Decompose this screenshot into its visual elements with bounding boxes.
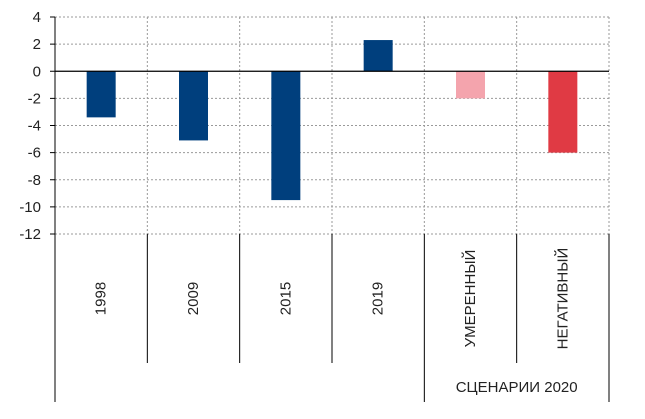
x-category-label: НЕГАТИВНЫЙ bbox=[553, 248, 571, 350]
bars bbox=[86, 40, 578, 201]
bar bbox=[456, 71, 485, 99]
x-category-label: 2019 bbox=[370, 282, 387, 315]
x-category-label: 1998 bbox=[93, 282, 110, 315]
group-label: СЦЕНАРИИ 2020 bbox=[456, 379, 578, 396]
y-tick-label: -6 bbox=[28, 145, 41, 162]
bar bbox=[548, 71, 578, 153]
y-tick-labels: 4 2 0 -2 -4 -6 -8 -10 -12 bbox=[19, 9, 41, 243]
bar bbox=[86, 71, 116, 118]
y-tick-label: 2 bbox=[33, 36, 41, 53]
y-tick-label: -10 bbox=[19, 199, 41, 216]
axes bbox=[50, 16, 610, 402]
y-tick-label: 0 bbox=[33, 63, 41, 80]
x-category-label: 2009 bbox=[185, 282, 202, 315]
y-tick-label: -12 bbox=[19, 226, 41, 243]
y-tick-label: -2 bbox=[28, 90, 41, 107]
bar bbox=[179, 71, 208, 141]
x-category-label: УМЕРЕННЫЙ bbox=[461, 250, 479, 348]
x-category-label: 2015 bbox=[277, 282, 294, 315]
y-tick-label: 4 bbox=[33, 9, 41, 26]
grid bbox=[55, 16, 610, 235]
y-tick-label: -4 bbox=[28, 118, 41, 135]
bar bbox=[363, 40, 393, 72]
x-category-labels: 1998 2009 2015 2019 УМЕРЕННЫЙ НЕГАТИВНЫЙ bbox=[93, 248, 572, 350]
bar bbox=[271, 71, 301, 201]
y-tick-label: -8 bbox=[28, 172, 41, 189]
